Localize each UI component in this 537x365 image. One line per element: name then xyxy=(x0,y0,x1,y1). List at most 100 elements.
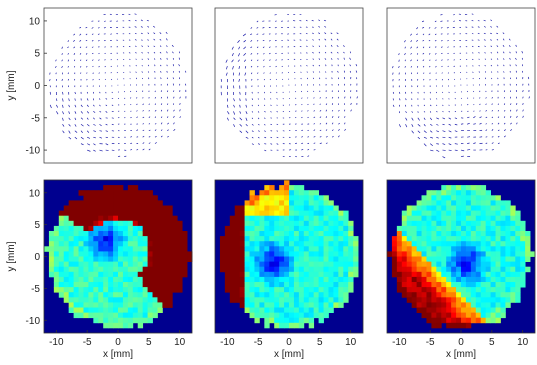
x-tick-label: 5 xyxy=(489,337,495,348)
vector-arrow xyxy=(167,109,169,112)
heatmap-cell xyxy=(500,200,506,206)
heatmap-cell xyxy=(525,241,531,247)
heatmap-cell xyxy=(313,292,319,298)
heatmap-cell xyxy=(456,195,462,201)
vector-arrow xyxy=(148,116,151,119)
heatmap-cell xyxy=(323,225,329,232)
heatmap-cell xyxy=(93,210,99,217)
heatmap-cell xyxy=(421,205,427,211)
heatmap-cell xyxy=(416,302,422,308)
heatmap-cell xyxy=(137,256,144,262)
heatmap-cell xyxy=(113,261,119,268)
vector-arrow xyxy=(331,129,334,131)
vector-arrow xyxy=(93,143,96,146)
heatmap-cell xyxy=(411,282,417,288)
heatmap-cell xyxy=(254,282,260,288)
vector-arrow xyxy=(350,109,352,112)
heatmap-cell xyxy=(480,266,487,273)
heatmap-cell xyxy=(318,256,324,262)
vector-arrow xyxy=(68,104,70,108)
heatmap-cell xyxy=(416,241,422,247)
heatmap-cell xyxy=(53,287,60,293)
vector-arrow xyxy=(160,109,163,112)
heatmap-cell xyxy=(68,241,74,247)
heatmap-cell xyxy=(152,276,158,283)
vector-arrow xyxy=(454,117,458,120)
heatmap-cell xyxy=(416,256,422,262)
heatmap-cell xyxy=(431,287,437,293)
heatmap-cell xyxy=(122,302,129,308)
heatmap-cell xyxy=(78,287,84,293)
heatmap-cell xyxy=(411,276,417,283)
vector-arrow xyxy=(319,136,322,138)
heatmap-cell xyxy=(249,302,255,308)
heatmap-cell xyxy=(234,241,241,247)
vector-arrow xyxy=(233,104,235,108)
heatmap-cell xyxy=(421,215,427,222)
heatmap-cell xyxy=(338,236,344,242)
heatmap-cell xyxy=(118,210,124,217)
heatmap-cell xyxy=(289,215,295,222)
heatmap-cell xyxy=(162,241,168,247)
vector-arrow xyxy=(111,91,113,94)
heatmap-cell xyxy=(274,220,280,227)
heatmap-cell xyxy=(284,292,290,298)
heatmap-cell xyxy=(461,271,467,278)
heatmap-cell xyxy=(127,246,134,252)
vector-arrow xyxy=(80,111,83,114)
heatmap-cell xyxy=(78,312,84,319)
vector-arrow xyxy=(318,51,321,54)
vector-arrow xyxy=(93,117,95,120)
heatmap-cell xyxy=(279,210,285,217)
heatmap-cell xyxy=(157,282,163,288)
heatmap-cell xyxy=(83,261,89,268)
vector-arrow xyxy=(105,143,109,146)
heatmap-cell xyxy=(406,261,413,268)
vector-arrow xyxy=(148,109,150,112)
heatmap-cell xyxy=(328,287,334,293)
vector-arrow xyxy=(263,72,265,74)
heatmap-cell xyxy=(269,282,275,288)
heatmap-cell xyxy=(308,205,315,211)
heatmap-cell xyxy=(318,312,324,319)
heatmap-cell xyxy=(323,215,329,222)
heatmap-cell xyxy=(152,251,158,257)
vector-arrow xyxy=(344,96,346,99)
heatmap-cell xyxy=(93,195,99,201)
vector-arrow xyxy=(154,129,157,131)
vector-arrow xyxy=(491,96,493,99)
heatmap-cell xyxy=(333,261,339,268)
heatmap-cell xyxy=(118,200,124,206)
vector-arrow xyxy=(416,59,419,62)
heatmap-cell xyxy=(480,302,487,308)
vector-arrow xyxy=(428,39,431,42)
heatmap-cell xyxy=(313,256,319,262)
vector-arrow xyxy=(86,91,89,94)
heatmap-cell xyxy=(177,231,183,237)
heatmap-cell xyxy=(137,276,144,283)
vector-arrow xyxy=(238,72,241,76)
vector-arrow xyxy=(104,78,106,81)
heatmap-cell xyxy=(58,282,65,288)
heatmap-cell xyxy=(411,256,417,262)
heatmap-cell xyxy=(470,200,477,206)
heatmap-cell xyxy=(103,185,109,191)
heatmap-cell xyxy=(480,317,487,324)
heatmap-cell xyxy=(224,287,231,293)
heatmap-cell xyxy=(441,205,447,211)
vector-arrow xyxy=(429,117,433,121)
vector-arrow xyxy=(392,104,395,108)
vector-arrow xyxy=(233,117,236,121)
vector-arrow xyxy=(130,103,132,106)
heatmap-cell xyxy=(167,297,173,303)
heatmap-cell xyxy=(293,236,300,242)
heatmap-cell xyxy=(470,271,477,278)
heatmap-cell xyxy=(490,200,496,206)
heatmap-cell xyxy=(293,195,300,201)
vector-arrow xyxy=(423,124,426,127)
heatmap-cell xyxy=(269,241,275,247)
heatmap-cell xyxy=(525,256,531,262)
heatmap-cell xyxy=(313,302,319,308)
heatmap-cell xyxy=(490,241,496,247)
vector-arrow xyxy=(442,156,446,159)
